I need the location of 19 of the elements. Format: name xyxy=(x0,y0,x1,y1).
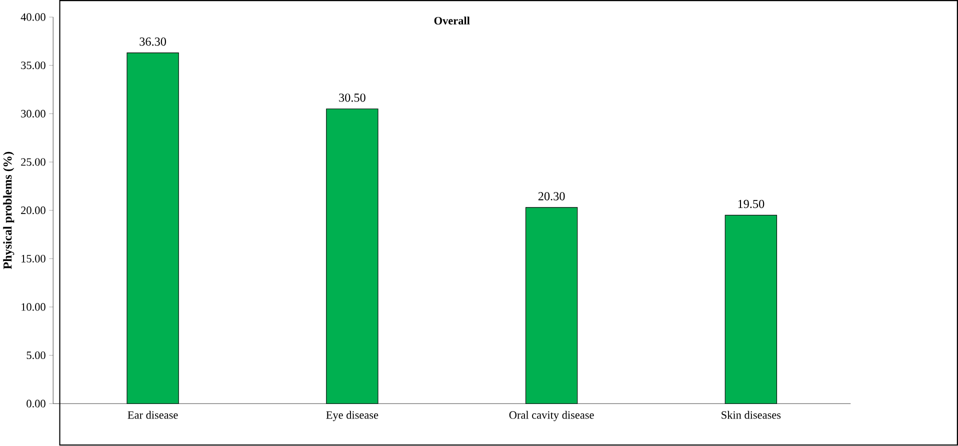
data-label: 36.30 xyxy=(140,38,166,46)
y-tick-label: 40.00 xyxy=(20,13,46,21)
y-tick-label: 5.00 xyxy=(26,352,46,360)
y-tick-label: 30.00 xyxy=(21,110,46,118)
y-axis-title: Physical problems (%) xyxy=(3,152,14,270)
y-tick-label: 0.00 xyxy=(26,400,46,408)
chart-title: Overall xyxy=(434,16,470,25)
x-tick-label: Oral cavity disease xyxy=(509,410,594,422)
data-label: 20.30 xyxy=(538,192,565,200)
x-tick-label: Skin diseases xyxy=(722,410,781,419)
y-tick-label: 35.00 xyxy=(21,62,46,70)
x-tick-label: Ear disease xyxy=(128,410,178,419)
y-tick-label: 15.00 xyxy=(22,254,46,263)
y-tick-label: 20.00 xyxy=(21,206,46,214)
y-tick-label: 25.00 xyxy=(21,158,46,166)
data-label: 30.50 xyxy=(339,94,366,102)
y-tick-label: 10.00 xyxy=(22,303,46,311)
data-label: 19.50 xyxy=(738,200,764,208)
x-tick-label: Eye disease xyxy=(326,410,378,422)
